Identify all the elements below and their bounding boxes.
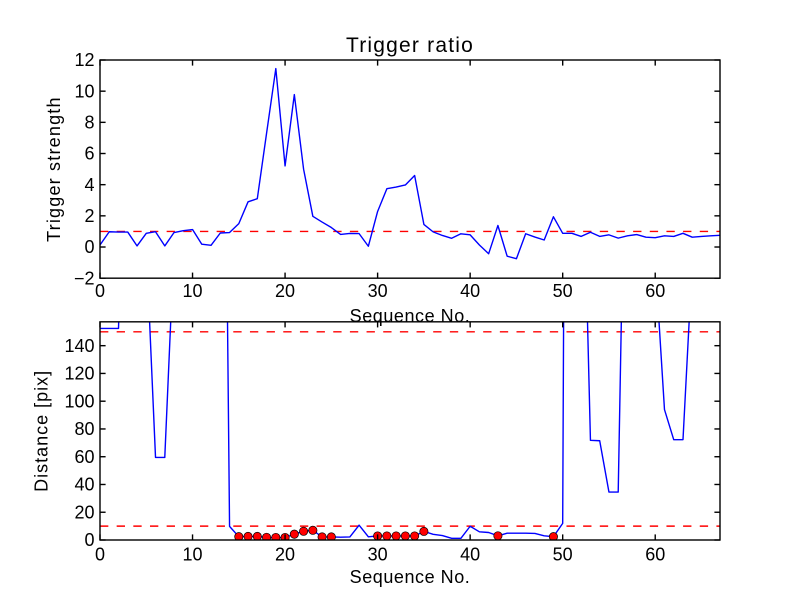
svg-text:0: 0	[95, 281, 105, 301]
svg-text:Trigger strength: Trigger strength	[44, 96, 64, 242]
svg-text:100: 100	[64, 391, 94, 411]
svg-text:20: 20	[275, 545, 295, 565]
svg-text:12: 12	[74, 50, 94, 70]
svg-text:60: 60	[645, 281, 665, 301]
svg-text:30: 30	[368, 281, 388, 301]
svg-text:20: 20	[275, 281, 295, 301]
svg-text:Trigger ratio: Trigger ratio	[346, 34, 474, 57]
svg-text:140: 140	[64, 336, 94, 356]
svg-text:Sequence No.: Sequence No.	[350, 567, 471, 587]
svg-text:60: 60	[74, 447, 94, 467]
svg-text:0: 0	[84, 530, 94, 550]
svg-text:2: 2	[84, 206, 94, 226]
svg-text:Distance [pix]: Distance [pix]	[32, 370, 52, 492]
svg-text:−2: −2	[74, 268, 95, 288]
svg-text:10: 10	[183, 281, 203, 301]
svg-text:20: 20	[74, 502, 94, 522]
svg-text:10: 10	[74, 81, 94, 101]
svg-text:0: 0	[84, 237, 94, 257]
svg-text:40: 40	[460, 281, 480, 301]
svg-text:8: 8	[84, 113, 94, 133]
svg-text:6: 6	[84, 144, 94, 164]
svg-text:Sequence No.: Sequence No.	[350, 306, 471, 326]
svg-text:40: 40	[74, 475, 94, 495]
svg-text:50: 50	[553, 545, 573, 565]
svg-text:10: 10	[183, 545, 203, 565]
svg-text:50: 50	[553, 281, 573, 301]
svg-text:4: 4	[84, 175, 94, 195]
svg-text:0: 0	[95, 545, 105, 565]
svg-text:80: 80	[74, 419, 94, 439]
svg-text:40: 40	[460, 545, 480, 565]
svg-text:30: 30	[368, 545, 388, 565]
svg-text:120: 120	[64, 364, 94, 384]
svg-text:60: 60	[645, 545, 665, 565]
